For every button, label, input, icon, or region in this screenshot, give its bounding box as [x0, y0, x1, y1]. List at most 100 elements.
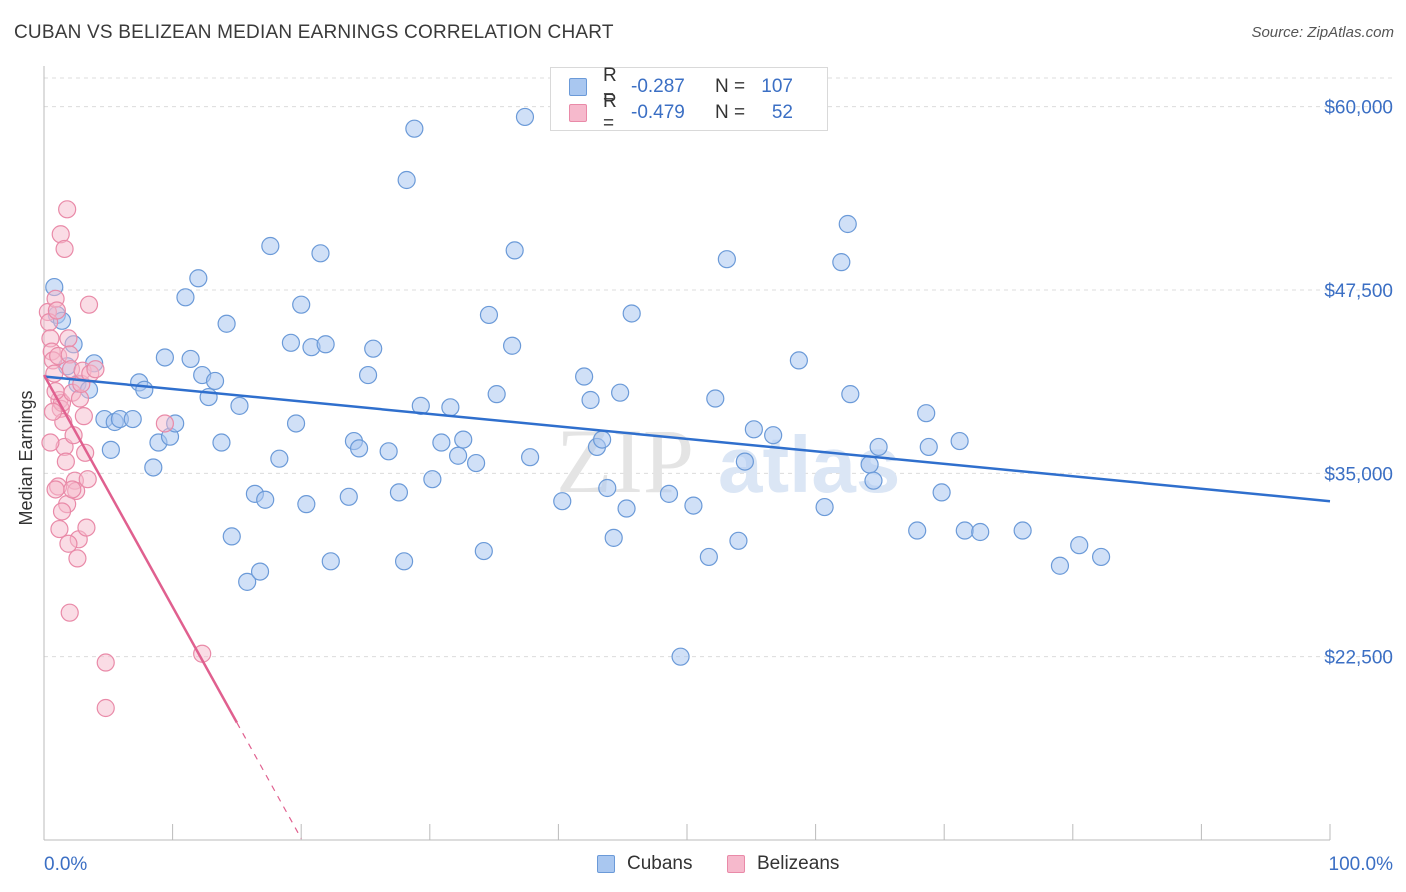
cubans-point — [389, 483, 409, 502]
belizeans-point — [59, 329, 78, 348]
belizeans-swatch — [569, 104, 587, 122]
belizeans-trendline-extension — [236, 722, 302, 839]
cubans-point — [144, 458, 163, 477]
y-tick-label: $60,000 — [1324, 98, 1393, 119]
cubans-point — [744, 420, 763, 439]
gridlines — [44, 77, 1394, 658]
legend-r-label: R = — [603, 91, 617, 134]
cubans-point — [349, 439, 369, 458]
cubans-point — [971, 522, 990, 542]
x-tick-label-min: 0.0% — [44, 854, 87, 875]
cubans-point — [448, 446, 468, 465]
belizeans-point — [79, 295, 99, 314]
y-axis-label: Median Earnings — [16, 390, 36, 525]
correlation-legend: R = -0.287 N = 107 R = -0.479 N = 52 — [550, 65, 828, 134]
belizeans-legend-swatch — [727, 855, 745, 873]
y-tick-label: $47,500 — [1324, 281, 1393, 302]
cubans-point — [256, 490, 275, 509]
cubans-point — [101, 440, 120, 459]
belizeans-point — [77, 518, 96, 537]
cubans-point — [659, 484, 679, 503]
cubans-point — [286, 414, 306, 433]
cubans-point — [575, 367, 594, 386]
cubans-point — [250, 562, 270, 581]
cubans-point — [321, 552, 340, 571]
cubans-point — [503, 336, 522, 355]
cubans-point — [230, 396, 249, 415]
y-tick-label: $22,500 — [1324, 648, 1393, 669]
cubans-point — [474, 541, 493, 561]
cubans-point — [706, 389, 725, 408]
cubans-point — [205, 371, 225, 391]
legend-n-value: 107 — [761, 76, 793, 97]
cubans-point — [955, 521, 974, 540]
axes — [43, 66, 1331, 841]
belizeans-point — [52, 502, 72, 521]
cubans-point — [292, 295, 311, 314]
cubans-point — [135, 380, 154, 399]
legend-n-value: 52 — [771, 102, 793, 123]
cubans-point — [189, 269, 208, 288]
cubans-point — [487, 385, 506, 404]
cubans-point — [860, 455, 879, 474]
cubans-point — [212, 433, 231, 452]
cubans-point — [869, 437, 888, 457]
cubans-point — [261, 236, 280, 256]
cubans-point — [155, 348, 174, 367]
belizeans-point — [96, 653, 115, 672]
legend-r-value: -0.479 — [631, 102, 685, 123]
cubans-point — [1050, 556, 1070, 575]
cubans-legend-label: Cubans — [627, 853, 693, 874]
legend-n-label: N = — [715, 102, 746, 123]
cubans-point — [617, 499, 636, 518]
cubans-point — [176, 288, 195, 307]
cubans-point — [411, 396, 430, 415]
y-tick-labels: $22,500 $35,000 $47,500 $60,000 — [1324, 98, 1393, 669]
belizeans-points — [38, 200, 212, 718]
belizeans-point — [78, 470, 97, 489]
belizeans-trendline — [42, 374, 238, 724]
cubans-point — [838, 214, 857, 234]
cubans-point — [358, 365, 378, 385]
cubans-point — [479, 305, 499, 325]
belizeans-point — [58, 200, 77, 219]
x-tick-label-max: 100.0% — [1329, 854, 1394, 875]
cubans-point — [339, 487, 358, 506]
source-label: Source: ZipAtlas.com — [1251, 24, 1394, 41]
cubans-point — [270, 449, 289, 468]
cubans-point — [908, 521, 927, 540]
legend-row-cubans: R = -0.287 N = 107 — [569, 65, 793, 108]
cubans-point — [622, 304, 641, 323]
cubans-point — [841, 385, 860, 404]
cubans-point — [281, 333, 301, 352]
legend-item-belizeans: Belizeans — [727, 852, 839, 876]
cubans-point — [611, 383, 630, 402]
belizeans-point — [47, 301, 66, 320]
cubans-point — [684, 496, 703, 515]
cubans-point — [717, 250, 736, 269]
belizeans-legend-label: Belizeans — [757, 853, 840, 874]
belizeans-point — [86, 360, 105, 379]
cubans-point — [950, 431, 969, 451]
y-tick-label: $35,000 — [1324, 464, 1393, 485]
belizeans-point — [155, 414, 174, 433]
belizeans-point — [56, 452, 75, 471]
cubans-point — [405, 119, 424, 138]
cubans-point — [1013, 521, 1032, 540]
cubans-point — [238, 572, 257, 591]
belizeans-point — [45, 364, 64, 383]
cubans-point — [397, 170, 416, 190]
cubans-point — [515, 107, 535, 127]
cubans-point — [864, 471, 883, 490]
legend-item-cubans: Cubans — [597, 852, 693, 876]
cubans-point — [432, 433, 451, 452]
belizeans-point — [50, 519, 69, 539]
cubans-point — [1091, 547, 1111, 567]
cubans-point — [297, 495, 316, 514]
cubans-trendline — [43, 375, 1331, 503]
cubans-point — [598, 478, 617, 498]
cubans-point — [593, 430, 612, 449]
cubans-point — [671, 647, 690, 666]
cubans-point — [311, 244, 330, 263]
